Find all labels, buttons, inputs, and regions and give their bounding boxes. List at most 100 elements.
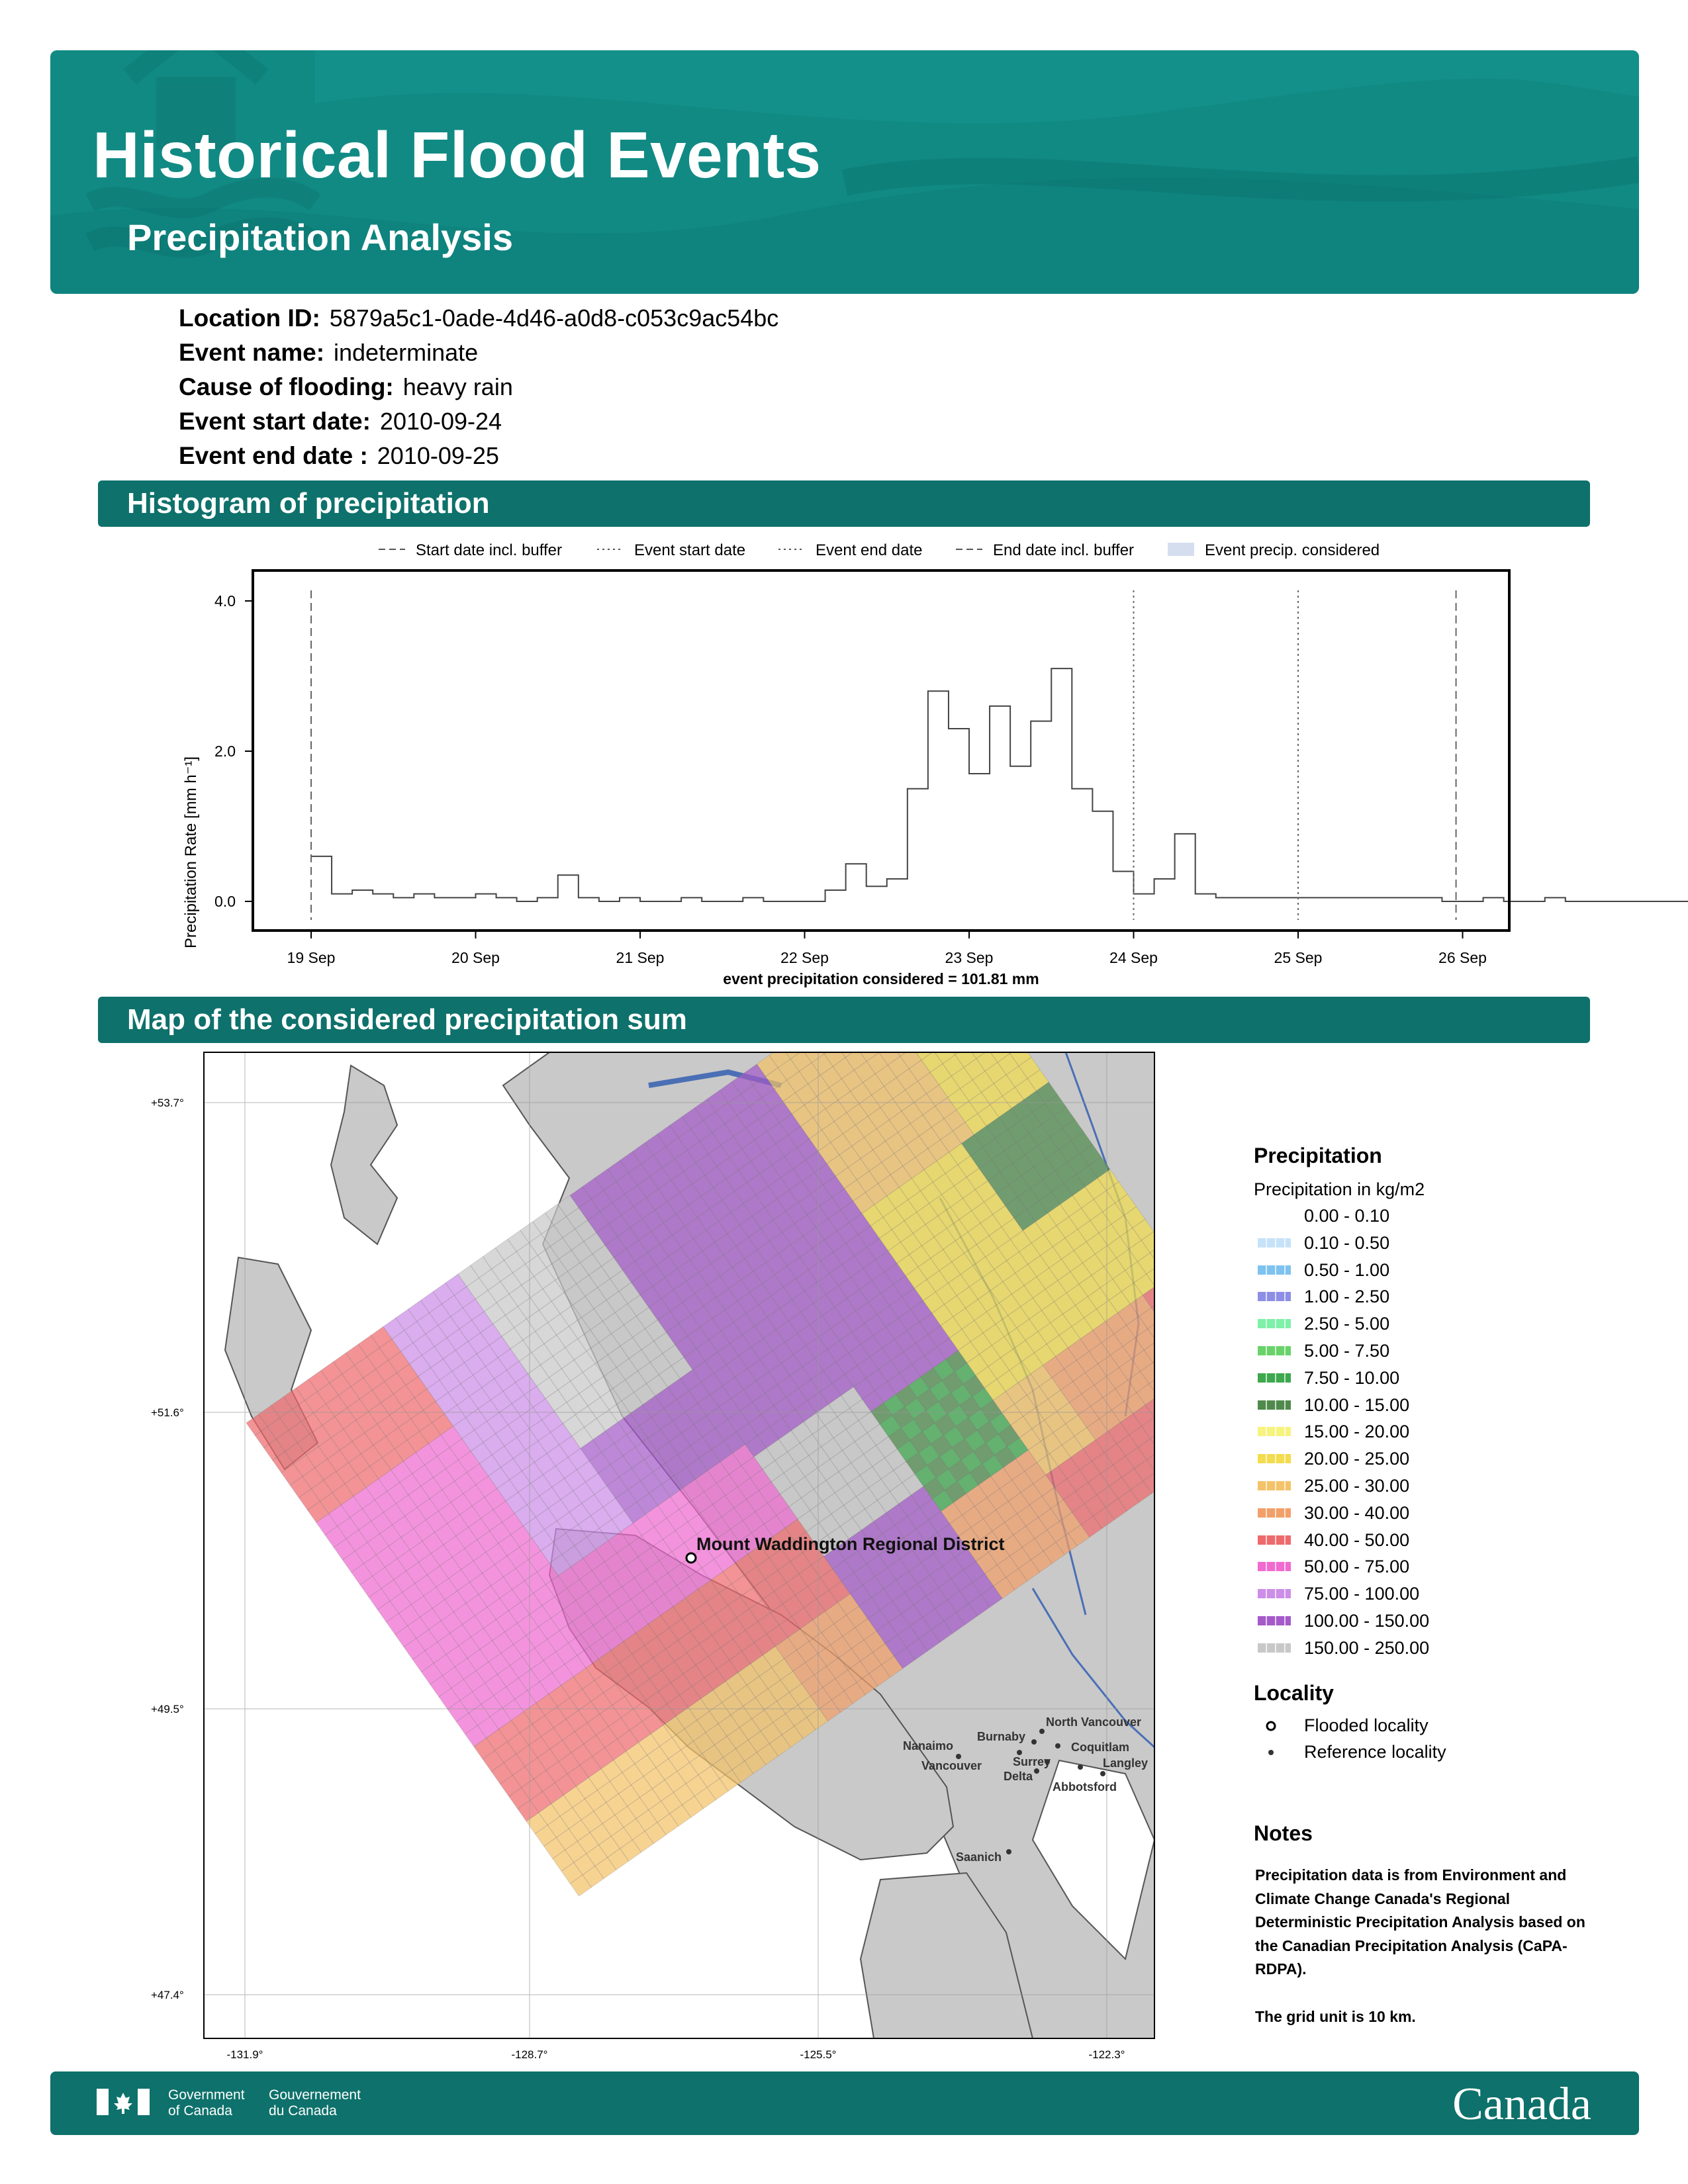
grid-cell [904, 1046, 925, 1048]
grid-cell [1141, 1416, 1154, 1439]
grid-cell [1184, 1425, 1205, 1446]
puget-water [1031, 1759, 1154, 1960]
event-name-row: Event name: indeterminate [179, 339, 478, 367]
grid-cell [1213, 1386, 1225, 1407]
grid-cell [1178, 1336, 1199, 1357]
locality-title: Locality [1254, 1681, 1334, 1705]
lon-label-4: -122.3° [1088, 2048, 1125, 2061]
page-subtitle: Precipitation Analysis [127, 216, 513, 258]
start-date-label: Event start date: [179, 408, 371, 435]
map-frame [203, 1052, 1155, 2039]
lon-label-2: -128.7° [511, 2048, 547, 2061]
grid-cell [1183, 1370, 1204, 1391]
precipitation-histogram: Start date incl. buffer Event start date… [182, 541, 1688, 987]
gov-en-line-1: Government [168, 2087, 245, 2103]
north-islands [330, 1064, 399, 1246]
grid-cell [1137, 1437, 1154, 1461]
lat-label-4: +47.4° [151, 1989, 184, 2001]
grid-cell [1133, 1459, 1154, 1482]
reference-locality-icon [1268, 1750, 1274, 1755]
ref-dot-burnaby [1031, 1739, 1037, 1745]
reference-localities: North Vancouver Burnaby Coquitlam Nanaim… [903, 1715, 1148, 1864]
ref-dot-abbotsford [1100, 1771, 1105, 1776]
legend-swatch [1258, 1535, 1291, 1545]
grid-cell [1139, 1362, 1154, 1385]
y-tick-label: 4.0 [214, 592, 236, 610]
grid-cell [1217, 1365, 1225, 1386]
precipitation-map: Mount Waddington Regional District North… [151, 1046, 1225, 2061]
grid-cell [1162, 1366, 1183, 1387]
banner-wave-pattern [50, 50, 1639, 294]
legend-label: 20.00 - 25.00 [1304, 1449, 1410, 1469]
y-tick-label: 2.0 [214, 743, 236, 760]
grid-cell [1137, 1252, 1154, 1275]
grid-cell [925, 1046, 947, 1051]
end-date-label: Event end date : [179, 442, 368, 469]
grid-cell [1155, 1278, 1176, 1299]
grid-cell [849, 1046, 870, 1049]
legend-label: 0.50 - 1.00 [1304, 1259, 1390, 1280]
grid-cell [1147, 1324, 1154, 1340]
grid-cell [1186, 1349, 1207, 1370]
grid-cell [1143, 1342, 1154, 1363]
ref-label-surrey: Surrey [1013, 1755, 1051, 1768]
ref-label-abbotsford: Abbotsford [1053, 1780, 1117, 1794]
grid-cell [1156, 1332, 1178, 1353]
legend-label: 5.00 - 7.50 [1304, 1341, 1390, 1361]
grid-cell [1176, 1412, 1197, 1433]
map-section-header: Map of the considered precipitation sum [98, 997, 1590, 1043]
grid-cell [1153, 1416, 1154, 1419]
chart-legend: Start date incl. buffer Event start date… [379, 541, 1380, 559]
grid-cell [1221, 1398, 1225, 1420]
olympic-peninsula [859, 1872, 1034, 2038]
legend-label: 30.00 - 40.00 [1304, 1502, 1410, 1523]
grid-cell [1194, 1306, 1215, 1328]
grid-cell [1203, 1319, 1224, 1340]
reference-locality-legend-label: Reference locality [1304, 1742, 1446, 1762]
grid-cell [1172, 1433, 1193, 1455]
event-name-value: indeterminate [334, 339, 479, 366]
grid-cell [1149, 1249, 1154, 1260]
lat-label-1: +53.7° [151, 1097, 184, 1109]
grid-cell [1211, 1331, 1225, 1352]
grid-cell [1159, 1442, 1180, 1463]
legend-label-event-end: Event end date [816, 541, 922, 559]
x-tick-label: 23 Sep [945, 949, 994, 966]
legend-title: Precipitation [1254, 1144, 1382, 1167]
grid-cell [1199, 1340, 1220, 1361]
x-tick-label: 19 Sep [287, 949, 336, 966]
grid-cell [1143, 1473, 1154, 1494]
grid-cell [915, 1052, 933, 1061]
event-name-label: Event name: [179, 339, 325, 366]
grid-cell [1133, 1273, 1154, 1296]
grid-cell [1158, 1387, 1179, 1408]
legend-label-event-start: Event start date [634, 541, 745, 559]
x-axis-label: event precipitation considered = 101.81 … [723, 970, 1039, 987]
grid-cell [1164, 1290, 1185, 1311]
ref-dot-vancouver [1017, 1750, 1022, 1755]
grid-cell [1190, 1328, 1211, 1349]
grid-cell [1156, 1463, 1177, 1484]
lat-label-3: +49.5° [151, 1703, 184, 1715]
ref-label-vancouver: Vancouver [921, 1759, 982, 1772]
grid-cell [1205, 1428, 1225, 1449]
grid-cell [1163, 1421, 1184, 1442]
legend-swatch [1258, 1427, 1291, 1437]
map-axis-labels: +53.7° +51.6° +49.5° +47.4° -131.9° -128… [151, 1097, 1125, 2061]
ref-dot-nanaimo [956, 1754, 961, 1759]
legend-label: 75.00 - 100.00 [1304, 1584, 1420, 1604]
y-tick-label: 0.0 [214, 893, 236, 910]
legend-label-end-buffer: End date incl. buffer [993, 541, 1134, 559]
location-id-row: Location ID: 5879a5c1-0ade-4d46-a0d8-c053… [179, 304, 778, 332]
location-id-label: Location ID: [179, 304, 320, 332]
lon-label-3: -125.5° [800, 2048, 836, 2061]
legend-swatch [1258, 1319, 1291, 1329]
legend-swatch [1258, 1616, 1291, 1625]
ref-label-delta: Delta [1004, 1770, 1033, 1783]
grid-cell [1146, 1267, 1154, 1287]
legend-label: 1.00 - 2.50 [1304, 1287, 1390, 1307]
grid-cell [1159, 1257, 1180, 1278]
legend-swatch-event-precip [1168, 543, 1194, 556]
legend-label: 100.00 - 150.00 [1304, 1611, 1430, 1631]
